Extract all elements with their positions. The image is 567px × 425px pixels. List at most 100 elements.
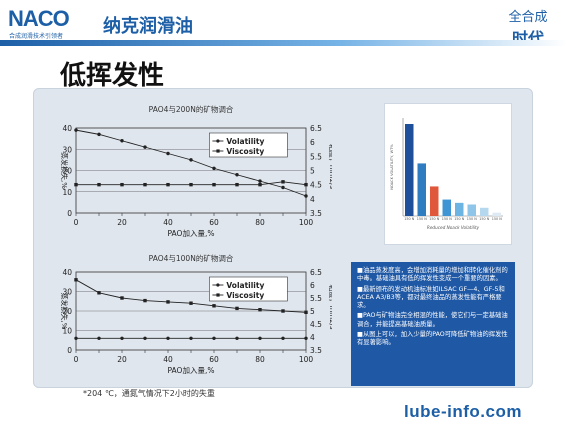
bar-category-label: 150 N [442,217,453,221]
data-point-viscosity [258,182,262,187]
data-point-volatility [258,336,262,340]
y-tick-right: 4 [310,333,315,342]
data-point-volatility [212,166,216,171]
data-point-volatility [143,336,147,340]
data-point-viscosity [74,278,78,282]
data-point-viscosity [212,182,216,187]
data-point-volatility [281,336,285,340]
data-point-viscosity [166,300,170,304]
y-axis-label-right: 粘度，mm2/s [328,144,332,189]
y-tick-right: 4.5 [310,181,322,190]
x-tick-label: 0 [74,355,79,364]
y-tick-right: 6.5 [310,124,322,133]
y-tick-right: 6 [310,138,315,147]
data-point-volatility [97,336,101,340]
chart-title: PAO4与100N的矿物调合 [149,253,234,263]
y-axis-label-left: 蒸发损失,% [60,293,69,330]
bar-category-label: 150 N [492,217,503,221]
x-tick-label: 20 [117,218,127,227]
bar [467,204,476,216]
slogan-line1: 全合成 [508,10,548,25]
data-point-viscosity [304,182,308,187]
data-point-volatility [212,336,216,340]
data-point-volatility [304,194,308,198]
x-tick-label: 80 [255,355,265,364]
data-point-volatility [235,173,239,177]
y-tick-right: 6 [310,281,315,290]
y-tick-left: 0 [67,346,72,355]
bar [405,124,414,216]
data-point-volatility [166,151,170,156]
data-point-viscosity [143,182,147,187]
note-bullet: ■从图上可以，加入少量的PAO可降低矿物油的挥发性有显著影响。 [357,331,508,347]
footnote: *204 ℃，通氮气情况下2小时的失重 [83,389,215,398]
data-point-viscosity [189,182,193,187]
y-tick-left: 20 [62,167,72,176]
y-tick-left: 0 [67,209,72,218]
brand-subtitle: 合成润滑技术引领者 [9,33,64,40]
y-tick-left: 10 [62,327,72,336]
bar-category-label: 150 N [429,217,440,221]
x-axis-label: PAO加入量,% [168,365,215,375]
bar-category-label: 150 N [404,217,415,221]
x-axis-label: PAO加入量,% [168,228,215,238]
data-point-volatility [189,336,193,340]
bar-chart-title: Reduced Noack Volatility [427,225,480,230]
y-tick-left: 30 [62,145,72,154]
data-point-volatility [281,185,285,190]
chart-pao4-200n: PAO4与200N的矿物调合 0 10 20 30 40 3.5 4 4.5 5 5.5 6 6.5 0 2… [60,104,332,238]
bar-y-axis-label: NOACK VOLATILITY, WT% [390,144,394,190]
data-point-viscosity [97,182,101,187]
x-tick-label: 40 [163,355,173,364]
data-point-volatility [120,336,124,340]
bar [455,202,464,216]
legend-label: Viscosity [226,147,264,156]
data-point-viscosity [143,298,147,303]
y-tick-right: 3.5 [310,346,322,355]
data-point-volatility [120,139,124,143]
data-point-viscosity [166,182,170,187]
y-axis-label-left: 蒸发损失,% [60,152,69,189]
legend-label: Volatility [226,137,264,146]
y-tick-right: 6.5 [310,268,322,277]
data-point-volatility [235,336,239,340]
legend-marker [216,149,220,153]
y-tick-right: 5.5 [310,294,322,303]
data-point-volatility [143,145,147,149]
y-tick-left: 10 [62,188,72,197]
y-tick-left: 20 [62,307,72,316]
bar [430,186,439,216]
brand-name-cn: 纳克润滑油 [103,16,193,37]
noack-bar-chart: NOACK VOLATILITY, WT% 150 N 150 N 150 N 150 … [384,103,512,245]
data-point-viscosity [258,308,262,312]
x-tick-label: 60 [209,218,219,227]
brand-logo: NACO [8,6,70,31]
data-point-viscosity [235,306,239,311]
chart-title: PAO4与200N的矿物调合 [149,104,234,114]
data-point-viscosity [281,180,285,184]
data-point-volatility [97,132,101,137]
y-tick-right: 5 [310,307,315,316]
legend-box [209,276,288,302]
data-point-volatility [189,158,193,162]
y-tick-right: 3.5 [310,209,322,218]
legend-box [209,132,288,158]
legend-label: Volatility [226,281,264,290]
x-tick-label: 0 [74,218,79,227]
x-tick-label: 20 [117,355,127,364]
data-point-viscosity [189,301,193,305]
y-tick-left: 30 [62,288,72,297]
data-point-volatility [166,336,170,340]
data-point-viscosity [304,310,308,314]
data-point-viscosity [74,182,78,187]
data-point-volatility [304,336,308,340]
site-url: lube-info.com [404,402,522,421]
header-bar: NACO 合成润滑技术引领者 纳克润滑油 全合成 时代 [0,0,567,48]
note-bullet: ■PAO与矿物油完全相混的性能，使它们与一定基础油调合，并能提高基础油质量。 [357,312,508,328]
data-point-viscosity [212,304,216,308]
chart-pao4-100n: PAO4与100N的矿物调合 0 10 20 30 40 3.5 4 4.5 5 5.5 6 6.5 0 2… [60,253,332,375]
info-note: ■油品蒸发度高，会增加消耗量的增加和转化催化剂的中毒。基础油具有低的挥发性变成一… [351,262,515,386]
bar-category-label: 150 N [467,217,478,221]
x-tick-label: 100 [299,218,314,227]
legend-marker [216,293,220,297]
